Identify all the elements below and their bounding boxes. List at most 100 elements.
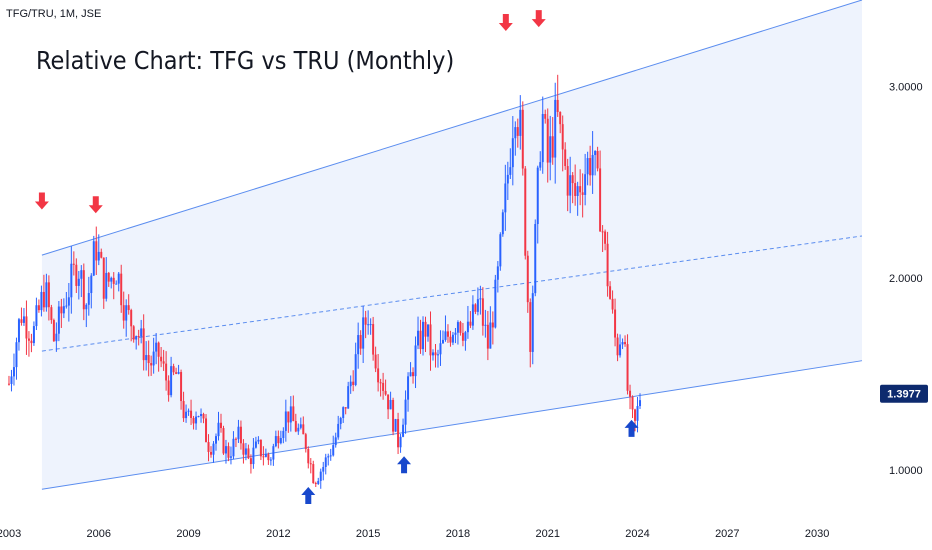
candle-body xyxy=(484,324,487,326)
candle-body xyxy=(312,464,315,484)
candle-body xyxy=(494,279,497,328)
candle-body xyxy=(402,424,405,437)
candle-body xyxy=(611,298,614,310)
candle-body xyxy=(50,307,53,321)
candle-body xyxy=(571,175,574,184)
candle-body xyxy=(399,436,402,448)
candle-body xyxy=(42,291,45,308)
candle-body xyxy=(629,390,632,397)
candle-body xyxy=(167,380,170,396)
arrow-down-icon xyxy=(88,196,103,214)
candle-body xyxy=(15,342,18,368)
candle-body xyxy=(317,480,320,484)
candle-body xyxy=(511,138,514,168)
candle-body xyxy=(591,155,594,176)
candle-body xyxy=(10,376,13,384)
candle-body xyxy=(222,428,225,454)
candle-body xyxy=(205,418,208,443)
candle-body xyxy=(639,400,642,407)
candle-body xyxy=(269,459,272,461)
candle-body xyxy=(284,411,287,431)
candle-body xyxy=(501,212,504,235)
candle-body xyxy=(559,111,562,125)
candle-body xyxy=(394,419,397,432)
x-tick-label: 2006 xyxy=(87,528,111,540)
candle-body xyxy=(52,320,55,342)
candle-body xyxy=(372,324,375,355)
candle-body xyxy=(594,150,597,156)
candle-body xyxy=(160,356,163,362)
candle-body xyxy=(506,174,509,184)
candle-body xyxy=(12,367,15,377)
x-tick-label: 2012 xyxy=(266,528,290,540)
candle-body xyxy=(357,335,360,355)
candle-body xyxy=(461,332,464,341)
candle-body xyxy=(419,330,422,350)
candle-body xyxy=(412,372,415,377)
candle-body xyxy=(170,366,173,396)
candle-body xyxy=(441,339,444,344)
candle-body xyxy=(456,322,459,333)
channel-fill xyxy=(41,0,863,490)
candle-body xyxy=(157,342,160,357)
candle-body xyxy=(382,382,385,391)
candle-body xyxy=(626,344,629,391)
candle-body xyxy=(414,345,417,377)
candle-body xyxy=(97,251,100,261)
candle-body xyxy=(586,158,589,175)
candle-body xyxy=(566,166,569,196)
arrow-up-icon xyxy=(301,486,316,504)
candle-body xyxy=(634,409,637,421)
candle-body xyxy=(77,278,80,286)
candle-body xyxy=(200,413,203,417)
candle-body xyxy=(342,407,345,419)
candle-body xyxy=(359,335,362,349)
candle-body xyxy=(234,438,237,440)
candle-body xyxy=(337,423,340,438)
candle-body xyxy=(304,434,307,449)
candle-body xyxy=(349,381,352,387)
candle-body xyxy=(319,471,322,481)
candle-body xyxy=(244,448,247,455)
last-value-badge: 1.3977 xyxy=(880,384,928,403)
y-tick-label: 2.0000 xyxy=(889,273,923,285)
candle-body xyxy=(481,298,484,326)
candle-body xyxy=(192,417,195,424)
candle-body xyxy=(509,167,512,175)
candle-body xyxy=(569,175,572,196)
candle-body xyxy=(392,399,395,432)
candle-body xyxy=(636,406,639,421)
chart-title: Relative Chart: TFG vs TRU (Monthly) xyxy=(36,46,454,75)
channel-upper-line xyxy=(41,0,863,256)
candle-body xyxy=(287,411,290,423)
candle-body xyxy=(561,124,564,150)
candle-body xyxy=(541,114,544,163)
candle-body xyxy=(142,328,145,361)
candle-body xyxy=(217,422,220,437)
x-tick-label: 2009 xyxy=(176,528,200,540)
candle-body xyxy=(427,324,430,337)
candle-body xyxy=(347,386,350,409)
candle-body xyxy=(147,355,150,364)
candle-body xyxy=(362,317,365,349)
candle-body xyxy=(70,263,73,298)
candle-body xyxy=(47,282,50,308)
candle-body xyxy=(614,309,617,338)
candle-body xyxy=(521,109,524,169)
candle-body xyxy=(579,186,582,193)
candle-body xyxy=(352,381,355,385)
arrow-down-icon xyxy=(531,10,546,28)
candle-body xyxy=(581,192,584,195)
candle-body xyxy=(367,324,370,326)
candle-body xyxy=(125,305,128,321)
candle-body xyxy=(384,390,387,395)
candle-body xyxy=(237,426,240,440)
candle-body xyxy=(431,352,434,356)
candle-body xyxy=(389,399,392,410)
candle-body xyxy=(40,291,43,311)
candle-body xyxy=(249,458,252,465)
candle-body xyxy=(210,451,213,455)
arrow-up-icon xyxy=(624,419,639,437)
x-tick-label: 2003 xyxy=(0,528,21,540)
candle-body xyxy=(519,109,522,136)
